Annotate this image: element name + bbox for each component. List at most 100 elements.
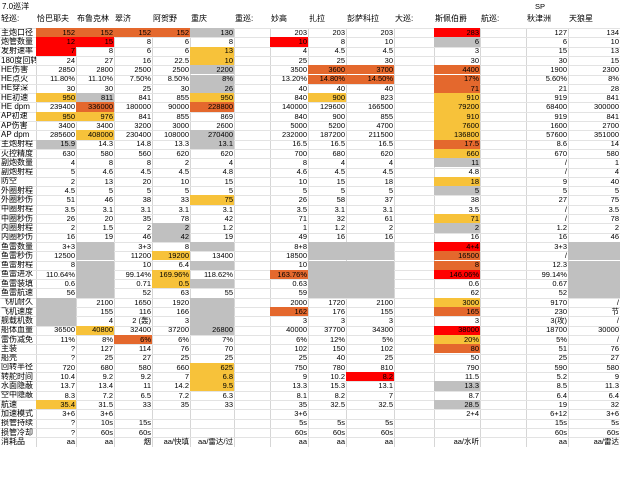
row-label: 损管冷却 (1, 427, 33, 437)
table-cell (190, 241, 234, 252)
header-cell: 轻巡: (1, 14, 20, 23)
table-cell: 8 (340, 37, 345, 47)
table-cell: 166500 (367, 102, 393, 112)
header-cell: 阿贺野 (153, 14, 177, 23)
table-cell: 19 (224, 232, 233, 242)
table-cell: 110.64% (45, 269, 75, 279)
table-cell (308, 260, 346, 270)
row-label: 180度回转 (1, 55, 36, 65)
grid-line (0, 83, 620, 85)
table-cell: 40 (384, 83, 393, 93)
table-cell: 38 (470, 195, 479, 205)
table-cell: 14 (610, 139, 619, 149)
table-cell: 2 (146, 223, 151, 233)
table-cell (152, 419, 190, 428)
table-cell: 300000 (593, 102, 619, 112)
table-cell: 40800 (76, 325, 114, 335)
table-cell: 2 (70, 176, 75, 186)
table-cell: 11.3 (604, 381, 619, 391)
grid-line (270, 28, 271, 447)
table-cell: 46 (610, 232, 619, 242)
table-cell (346, 409, 394, 418)
table-cell: 35 (142, 214, 151, 223)
table-cell: 152 (36, 28, 76, 38)
table-cell: 70 (224, 344, 233, 354)
table-cell: / (564, 204, 567, 214)
table-cell: 40 (298, 83, 307, 93)
table-cell: 8% (608, 74, 619, 84)
table-cell: 580 (138, 362, 151, 372)
table-cell: 6 (562, 37, 567, 47)
row-label: 鱼雷进水 (1, 269, 33, 279)
grid-line (394, 28, 395, 447)
table-cell: 840 (294, 111, 307, 121)
table-cell: 25 (384, 353, 393, 363)
table-cell (346, 241, 394, 252)
table-cell: 15s (138, 418, 151, 428)
table-cell: 670 (554, 148, 567, 158)
table-cell: 13.3 (174, 139, 189, 149)
grid-line (0, 167, 620, 169)
table-cell: 32400 (130, 325, 151, 335)
table-cell: 15 (336, 176, 345, 186)
table-cell: 5.2 (556, 372, 567, 381)
table-cell: 2500 (134, 65, 151, 75)
table-cell: 90000 (168, 102, 189, 112)
table-cell: 5000 (290, 121, 307, 130)
table-cell: 660 (176, 362, 189, 372)
table-cell: 2600 (216, 121, 233, 130)
table-cell (190, 409, 234, 418)
grid-line (0, 37, 620, 39)
table-cell (308, 269, 346, 280)
table-cell: 9.2 (102, 372, 113, 381)
table-cell: 127 (554, 28, 567, 37)
table-cell: 203 (380, 28, 393, 37)
table-cell: 152 (76, 28, 114, 38)
grid-line (0, 28, 620, 29)
table-cell: 75 (190, 195, 234, 205)
table-cell: 1900 (550, 65, 567, 75)
table-cell: 5200 (328, 121, 345, 130)
table-cell: 6 (184, 46, 189, 56)
grid-line (0, 55, 620, 57)
row-label: 内圈射程 (1, 223, 33, 232)
grid-line (0, 325, 620, 327)
table-cell (190, 279, 234, 289)
table-cell: 16 (470, 232, 479, 242)
grid-line (0, 130, 620, 132)
table-cell (76, 279, 114, 289)
table-cell: 6.4 (608, 390, 619, 400)
table-cell: 76 (610, 344, 619, 354)
row-label: 副炮数量 (1, 158, 33, 167)
table-cell (308, 241, 346, 252)
table-cell: 8.6 (556, 139, 567, 149)
table-cell: 25 (336, 55, 345, 65)
table-cell: 2 (388, 223, 393, 233)
table-cell: 1.2 (334, 223, 345, 233)
table-cell (346, 279, 394, 289)
table-cell: 49 (298, 232, 307, 242)
table-cell: 20 (104, 214, 113, 223)
table-cell: 18700 (546, 325, 567, 335)
table-cell: 625 (190, 362, 234, 373)
table-cell: 6 (146, 46, 151, 56)
row-label: 船壳 (1, 353, 17, 363)
table-cell: 114 (139, 344, 151, 354)
table-cell (568, 288, 620, 298)
grid-line (0, 176, 620, 178)
table-cell: 2300 (602, 65, 619, 75)
table-cell (568, 241, 620, 252)
table-cell: 11.10% (88, 74, 113, 84)
row-label: 炮管数量 (1, 37, 33, 46)
grid-line (526, 28, 527, 447)
table-cell (152, 409, 190, 418)
table-cell: 15 (76, 37, 114, 47)
table-cell: 3+3 (62, 241, 75, 251)
table-cell: 2800 (96, 65, 113, 75)
table-cell (36, 307, 76, 317)
table-cell: 14.3 (98, 139, 113, 149)
table-cell: 58 (336, 195, 345, 205)
table-cell: 33 (224, 400, 233, 409)
table-cell: 976 (76, 111, 114, 121)
table-cell: 3400 (96, 121, 113, 130)
